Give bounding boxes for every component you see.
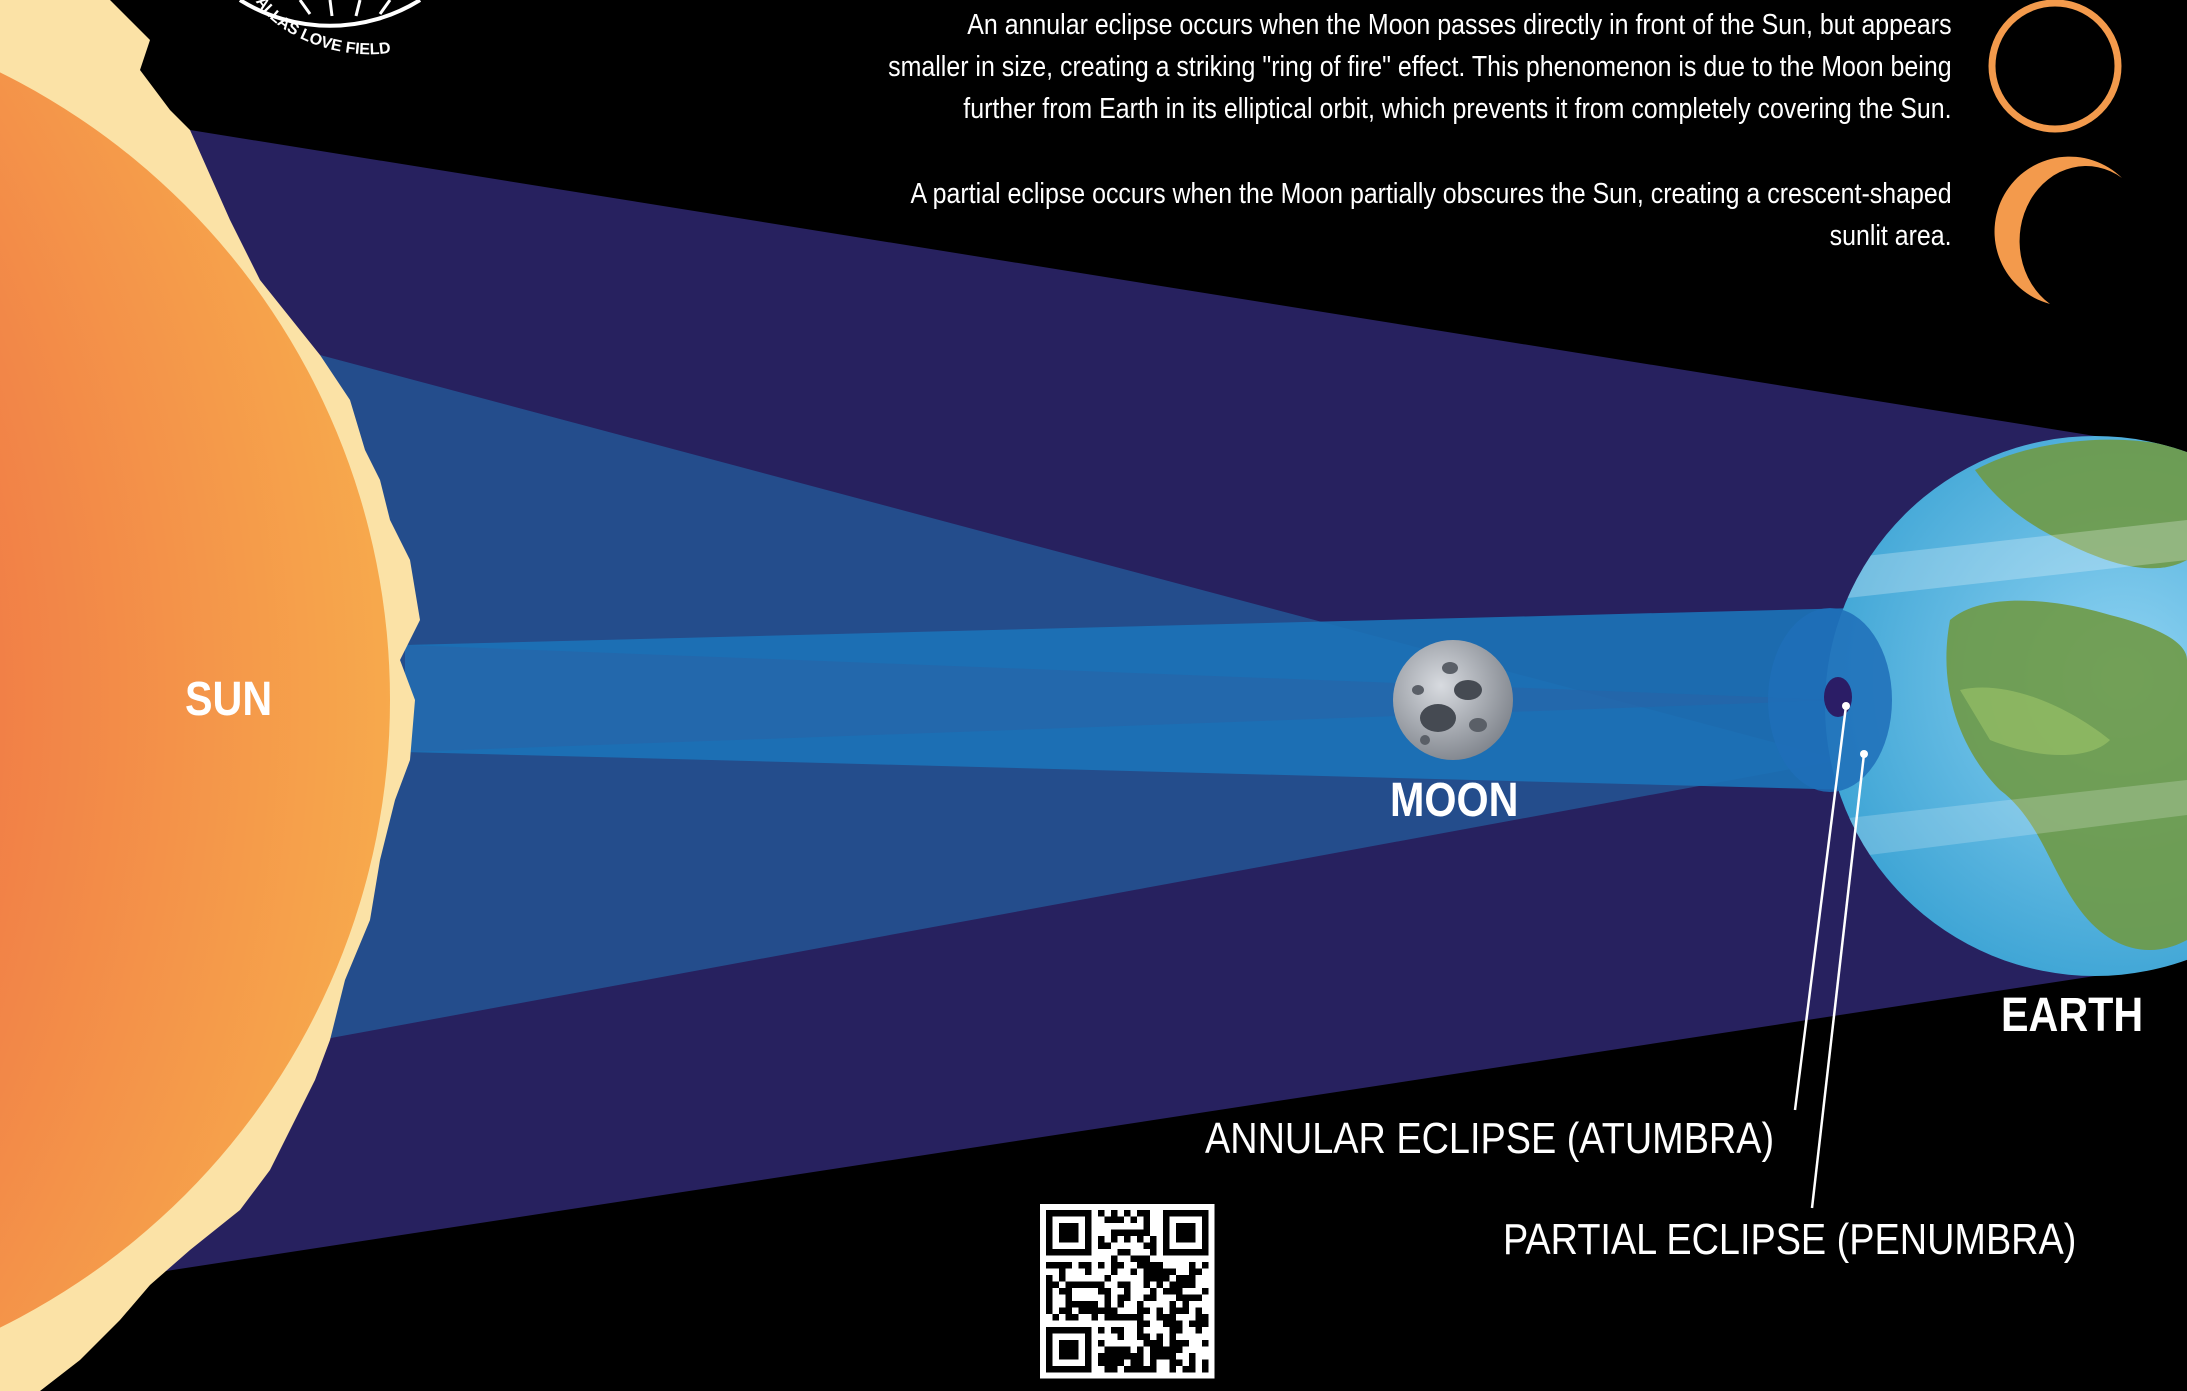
earth-land [1830,439,2187,950]
qr-code [1040,1204,1215,1379]
sun-label: SUN [185,673,273,726]
sun-disc [0,72,390,1328]
partial-description: A partial eclipse occurs when the Moon p… [911,173,1952,257]
sun [0,0,420,1391]
annular-callout-line [1793,705,1848,1111]
annular-description-line: further from Earth in its elliptical orb… [963,93,1952,125]
earth [1768,436,2187,976]
partial-callout-line [1810,753,1866,1209]
partial-eclipse-label: PARTIAL ECLIPSE (PENUMBRA) [1503,1215,2077,1264]
moon [1393,640,1513,760]
earth-label: EARTH [2001,989,2144,1042]
annular-description-line: smaller in size, creating a striking "ri… [888,51,1952,83]
dallas-love-field-logo: DALLAS LOVE FIELD [237,0,422,68]
umbra-inner-cone [405,645,1840,752]
umbra-shadow [1824,677,1852,717]
moon-label: MOON [1390,774,1519,827]
ring-of-fire-icon [1988,0,2122,133]
annular-description: An annular eclipse occurs when the Moon … [889,4,1952,130]
partial-description-line: A partial eclipse occurs when the Moon p… [910,178,1952,210]
partial-description-line: sunlit area. [1830,220,1952,252]
annular-description-line: An annular eclipse occurs when the Moon … [967,9,1952,41]
svg-text:DALLAS LOVE FIELD: DALLAS LOVE FIELD [237,0,401,68]
crescent-icon [1994,156,2122,304]
annular-eclipse-label: ANNULAR ECLIPSE (ATUMBRA) [1205,1114,1775,1163]
